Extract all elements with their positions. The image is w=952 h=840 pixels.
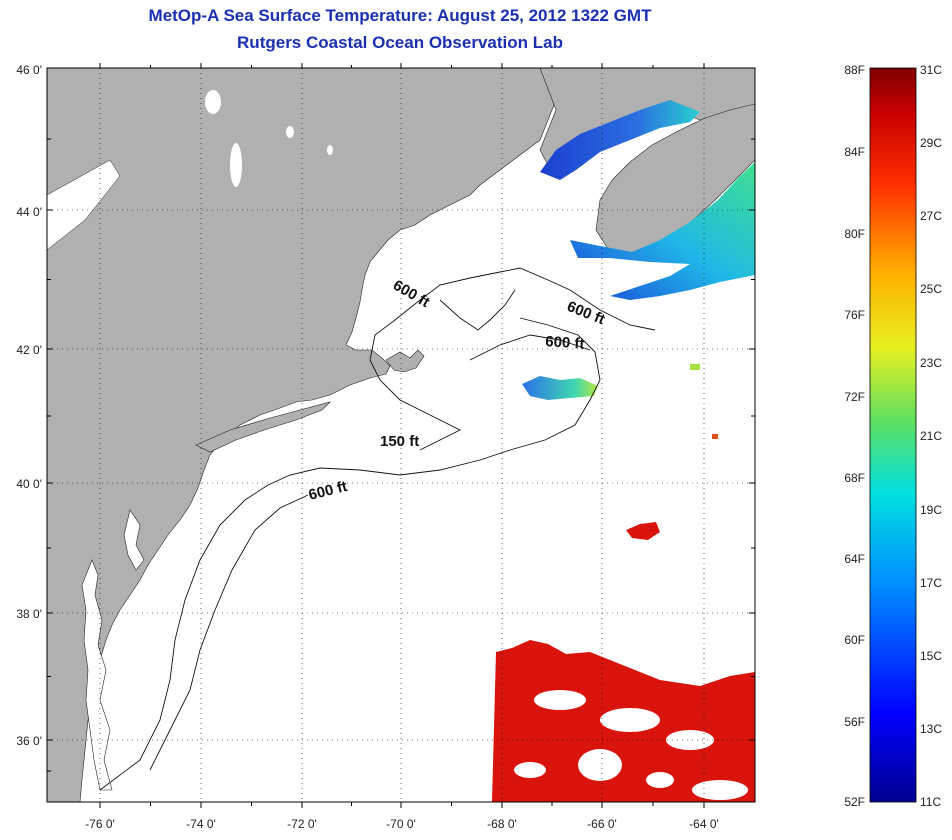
cbar-f-label: 56F [844, 715, 865, 729]
cbar-f-label: 52F [844, 795, 865, 809]
map-subtitle: Rutgers Coastal Ocean Observation Lab [237, 33, 563, 52]
longitude-labels: -76 0' -74 0' -72 0' -70 0' -68 0' -66 0… [85, 817, 719, 831]
lat-label: 40 0' [16, 477, 42, 491]
isobath-label: 600 ft [545, 333, 585, 353]
sst-warm-eddy [626, 522, 660, 540]
cbar-c-label: 31C [920, 63, 942, 77]
graticule [47, 63, 755, 808]
map-title: MetOp-A Sea Surface Temperature: August … [148, 6, 652, 25]
lat-label: 46 0' [16, 63, 42, 77]
cbar-c-label: 13C [920, 722, 942, 736]
delaware-bay [123, 509, 145, 571]
cbar-f-label: 88F [844, 63, 865, 77]
sst-patch [712, 434, 718, 439]
chesapeake-bay [81, 559, 113, 791]
lon-label: -70 0' [386, 817, 416, 831]
cbar-c-label: 29C [920, 136, 942, 150]
lat-label: 38 0' [16, 607, 42, 621]
cbar-c-label: 25C [920, 282, 942, 296]
colorbar [869, 67, 917, 803]
cbar-f-label: 84F [844, 145, 865, 159]
lake [327, 145, 333, 155]
cbar-f-label: 64F [844, 552, 865, 566]
lon-label: -76 0' [85, 817, 115, 831]
cloud-gaps [514, 690, 748, 800]
isobath-label: 150 ft [380, 433, 419, 450]
lake-ontario [47, 159, 121, 251]
sst-patch [690, 364, 700, 370]
sst-scotian-shelf [570, 162, 755, 300]
land-long-island [195, 401, 332, 453]
sst-georges-bank [522, 376, 598, 400]
lon-label: -74 0' [186, 817, 216, 831]
land-us-mainland [47, 68, 561, 802]
lat-label: 44 0' [16, 205, 42, 219]
lat-label: 36 0' [16, 734, 42, 748]
lon-label: -66 0' [587, 817, 617, 831]
lon-label: -68 0' [487, 817, 517, 831]
land-cape-cod [385, 349, 425, 373]
cbar-f-label: 68F [844, 471, 865, 485]
sst-bay-of-fundy [540, 100, 700, 180]
isobath-contours [99, 267, 656, 791]
cbar-f-label: 76F [844, 308, 865, 322]
cbar-c-label: 15C [920, 649, 942, 663]
lat-label: 42 0' [16, 343, 42, 357]
cbar-c-label: 23C [920, 356, 942, 370]
cbar-c-label: 19C [920, 503, 942, 517]
colorbar-fahrenheit-labels: 88F 84F 80F 76F 72F 68F 64F 60F 56F 52F [844, 63, 865, 809]
cbar-c-label: 17C [920, 576, 942, 590]
cbar-c-label: 27C [920, 209, 942, 223]
cbar-f-label: 72F [844, 390, 865, 404]
lake [286, 126, 294, 138]
cbar-f-label: 60F [844, 633, 865, 647]
lake [205, 90, 221, 114]
colorbar-celsius-labels: 31C 29C 27C 25C 23C 21C 19C 17C 15C 13C … [920, 63, 942, 809]
lake-champlain [230, 143, 242, 187]
lon-label: -64 0' [689, 817, 719, 831]
lon-label: -72 0' [287, 817, 317, 831]
cbar-c-label: 11C [920, 795, 941, 809]
cbar-c-label: 21C [920, 429, 942, 443]
cbar-f-label: 80F [844, 227, 865, 241]
latitude-labels: 46 0' 44 0' 42 0' 40 0' 38 0' 36 0' [16, 63, 42, 748]
